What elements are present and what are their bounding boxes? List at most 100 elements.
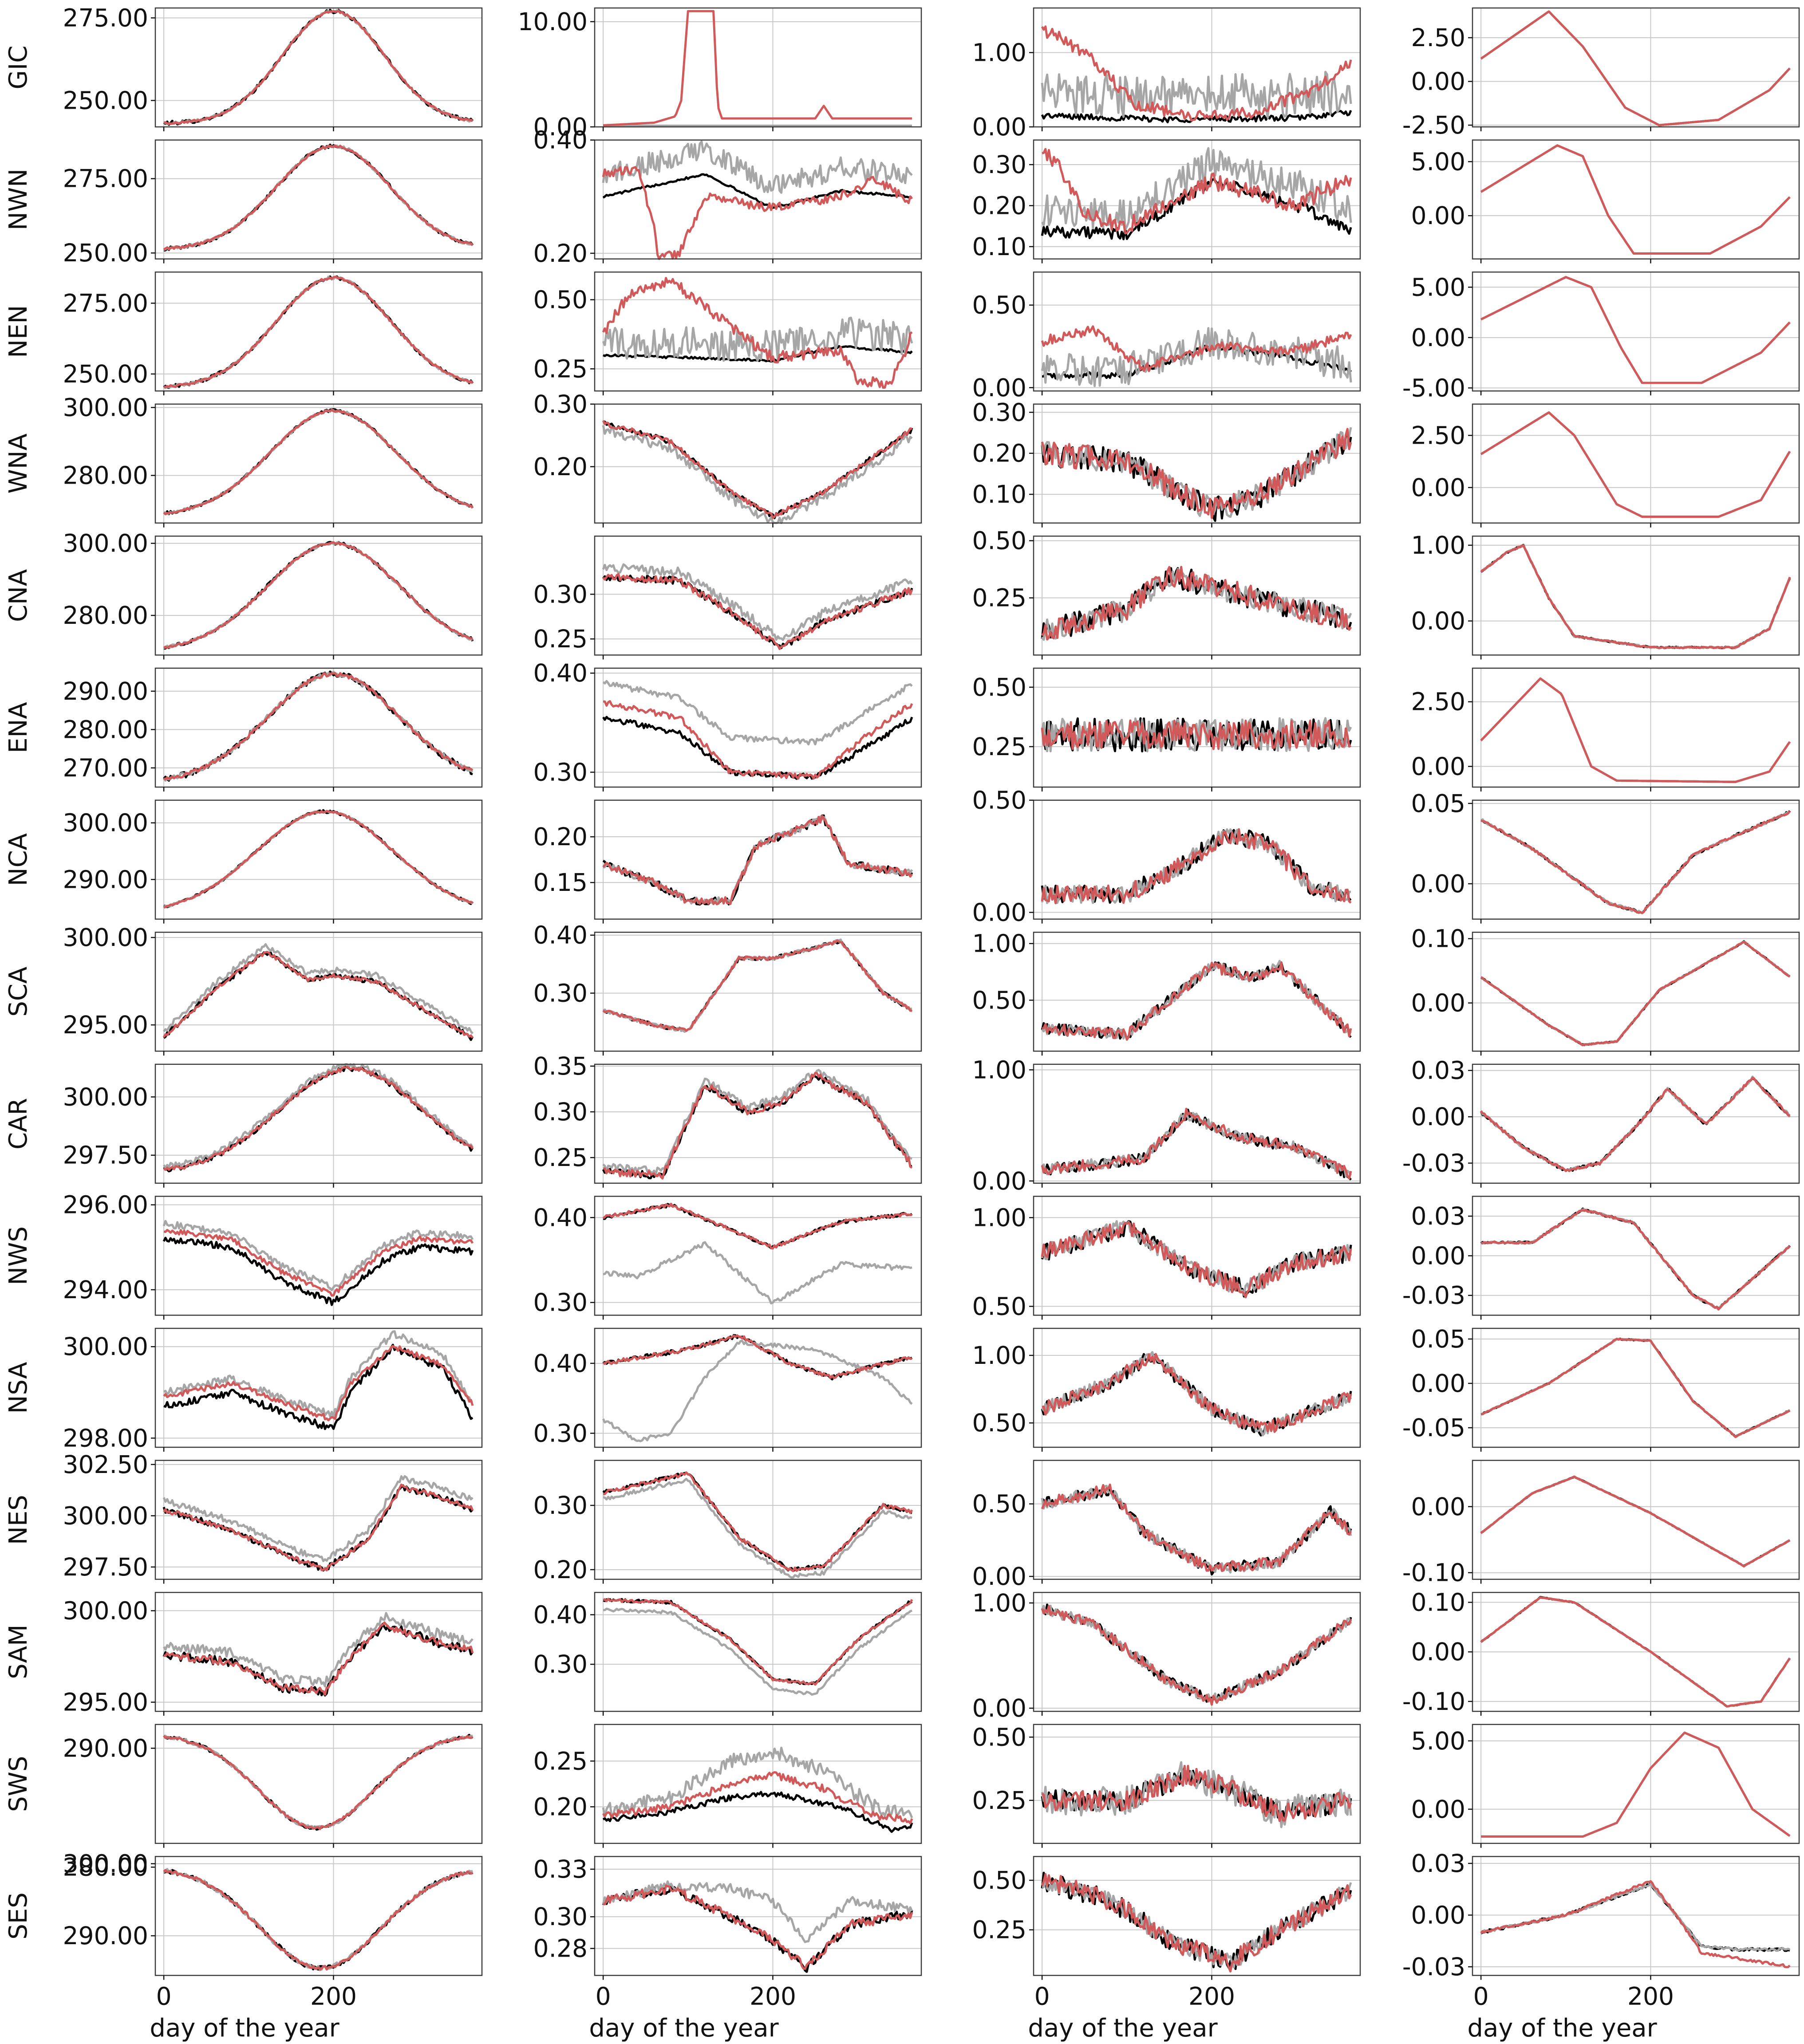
row-nws: NWS 294.00 296.00 0.30 0.40 0.50 1.00 -0.03 0.00… bbox=[4, 1191, 1800, 1320]
plot-area bbox=[155, 272, 482, 391]
plot-frame bbox=[154, 1856, 483, 1976]
y-tick-label: 0.30 bbox=[972, 398, 1026, 426]
y-tick-label: 2.50 bbox=[1411, 24, 1465, 52]
y-tick-label: 1.00 bbox=[972, 39, 1026, 67]
y-tick-label: -0.05 bbox=[1402, 1414, 1465, 1442]
y-tick-label: 300.00 bbox=[63, 1596, 148, 1625]
y-tick-label: 1.00 bbox=[972, 1055, 1026, 1084]
series-line-gray bbox=[602, 140, 913, 194]
plot-area bbox=[155, 1724, 482, 1843]
y-tick-label: 0.35 bbox=[533, 1052, 588, 1080]
panel-nes-2: 0.20 0.30 bbox=[533, 1460, 922, 1584]
plot-area bbox=[595, 1724, 921, 1843]
panel-nws-3: 0.50 1.00 bbox=[972, 1196, 1361, 1320]
y-tick-label: 280.00 bbox=[63, 601, 148, 630]
y-tick-label: 0.50 bbox=[972, 527, 1026, 555]
series-line-red bbox=[1041, 1483, 1352, 1572]
series-line-red bbox=[1041, 325, 1352, 372]
series-line-red bbox=[1480, 1880, 1791, 1969]
plot-frame bbox=[594, 7, 922, 128]
panel-nen-4: -5.00 0.00 5.00 bbox=[1402, 271, 1800, 402]
series-line-gray bbox=[602, 1746, 913, 1819]
series-line-red bbox=[603, 1598, 913, 1686]
plot-area bbox=[155, 932, 482, 1052]
series-line-red bbox=[1480, 1475, 1791, 1567]
series-line-red bbox=[162, 951, 474, 1039]
plot-area bbox=[595, 1856, 921, 1976]
plot-frame bbox=[594, 1460, 922, 1580]
plot-frame bbox=[1033, 403, 1361, 524]
y-tick-label: 0.50 bbox=[972, 1490, 1026, 1518]
plot-area bbox=[1472, 404, 1799, 523]
plot-area bbox=[1034, 1328, 1360, 1447]
series-line-gray bbox=[602, 316, 913, 362]
panel-ena-2: 0.30 0.40 bbox=[533, 659, 922, 792]
panel-nes-4: -0.10 0.00 bbox=[1402, 1460, 1800, 1587]
plot-frame bbox=[1472, 799, 1800, 920]
series-line-red bbox=[163, 1229, 474, 1297]
y-tick-label: 0.20 bbox=[533, 1792, 588, 1821]
y-tick-label: 0.50 bbox=[972, 291, 1026, 319]
series-line-red bbox=[1480, 1596, 1791, 1708]
series-line-black bbox=[602, 716, 913, 780]
row-nen: NEN 250.00 275.00 0.25 0.50 0.00 0.50 -5.00 0.00… bbox=[4, 271, 1800, 402]
y-tick-label: 10.00 bbox=[518, 8, 588, 36]
panel-nsa-3: 0.50 1.00 bbox=[972, 1327, 1361, 1452]
plot-frame bbox=[154, 1063, 483, 1184]
series-line-black bbox=[162, 1623, 474, 1697]
plot-frame bbox=[154, 7, 483, 128]
plot-frame bbox=[1033, 1856, 1361, 1976]
y-tick-label: 0.10 bbox=[972, 480, 1026, 508]
plot-frame bbox=[594, 139, 922, 260]
plot-frame bbox=[594, 931, 922, 1052]
panel-ses-4: -0.03 0.00 0.03 0 200 bbox=[1402, 1849, 1800, 2010]
series-line-black bbox=[163, 1343, 474, 1430]
plot-frame bbox=[1472, 139, 1800, 260]
series-line-black bbox=[1041, 1765, 1352, 1822]
row-nsa: NSA 298.00 300.00 0.30 0.40 0.50 1.00 -0.05 0.00… bbox=[4, 1325, 1800, 1452]
plot-frame bbox=[1033, 799, 1361, 920]
x-axis-titles: day of the year day of the year day of t… bbox=[150, 2014, 1657, 2043]
plot-frame bbox=[594, 1856, 922, 1976]
plot-frame bbox=[1472, 1460, 1800, 1580]
series-line-gray bbox=[602, 1880, 913, 1943]
plot-area bbox=[595, 1328, 921, 1447]
plot-area bbox=[155, 668, 482, 787]
plot-frame bbox=[154, 667, 483, 788]
y-tick-label: 0.40 bbox=[533, 921, 588, 949]
series-line-black bbox=[602, 173, 912, 209]
panel-sam-3: 0.00 1.00 bbox=[972, 1589, 1361, 1722]
plot-area bbox=[155, 800, 482, 919]
series-line-red bbox=[163, 409, 474, 516]
series-line-red bbox=[602, 1334, 912, 1379]
series-line-red bbox=[1041, 25, 1352, 122]
y-tick-label: 297.50 bbox=[63, 1141, 148, 1170]
y-tick-label: 0.00 bbox=[1411, 989, 1465, 1017]
plot-frame bbox=[154, 271, 483, 392]
series-line-red bbox=[163, 672, 474, 780]
plot-frame bbox=[1472, 1856, 1800, 1976]
y-tick-label: 0.30 bbox=[533, 1650, 588, 1678]
plot-frame bbox=[154, 139, 483, 260]
y-tick-label: -0.10 bbox=[1402, 1559, 1465, 1587]
series-line-red bbox=[1042, 961, 1352, 1041]
y-tick-label: 250.00 bbox=[63, 239, 148, 267]
row-label-ses: SES bbox=[4, 1892, 33, 1939]
series-line-black bbox=[602, 1791, 913, 1833]
panel-ena-3: 0.25 0.50 bbox=[972, 667, 1361, 792]
plot-frame bbox=[1033, 139, 1361, 260]
y-tick-label: 0.25 bbox=[533, 1747, 588, 1775]
panel-cna-2: 0.25 0.30 bbox=[533, 536, 922, 660]
y-tick-label: 0.40 bbox=[533, 1203, 588, 1232]
series-line-red bbox=[1481, 1209, 1791, 1311]
series-line-red bbox=[602, 277, 913, 389]
panel-nwn-2: 0.20 0.40 bbox=[533, 126, 922, 268]
y-tick-label: 0.50 bbox=[972, 673, 1026, 701]
plot-frame bbox=[1472, 403, 1800, 524]
y-tick-label: 280.00 bbox=[63, 461, 148, 490]
series-line-red bbox=[602, 166, 913, 260]
series-line-red bbox=[603, 1884, 913, 1970]
plot-area bbox=[1472, 800, 1799, 919]
plot-frame bbox=[1472, 931, 1800, 1052]
y-tick-label: 250.00 bbox=[63, 86, 148, 114]
